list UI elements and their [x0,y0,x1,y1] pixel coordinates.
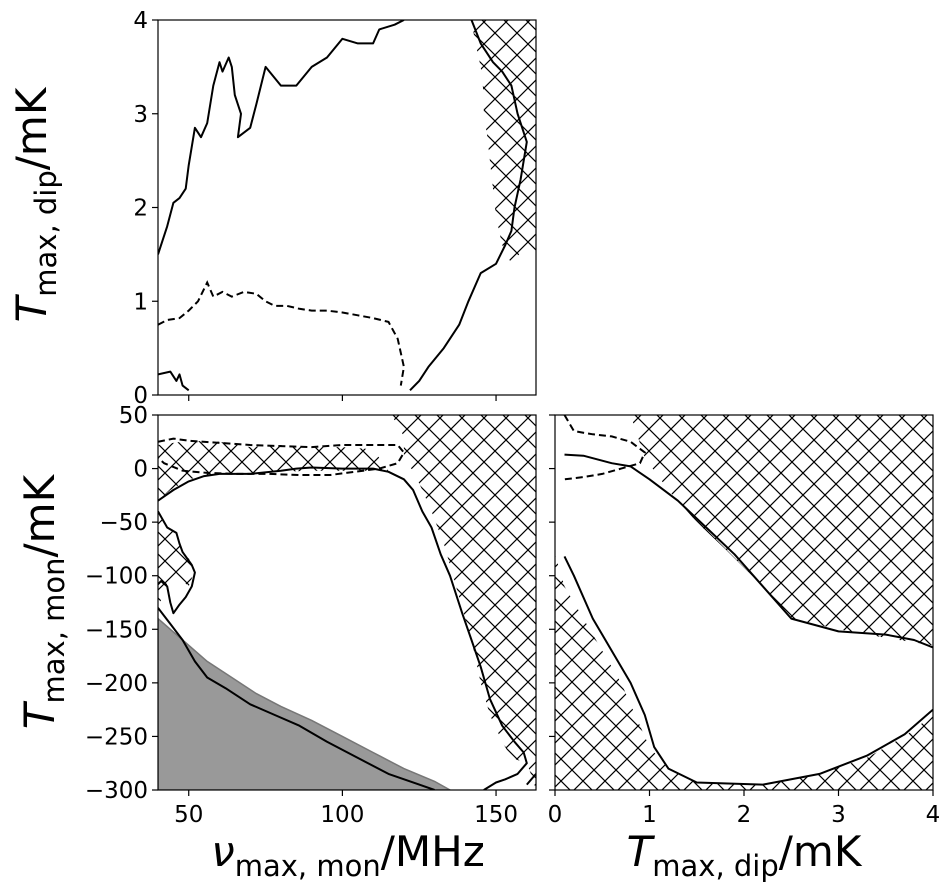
y-tick-label: 3 [133,102,148,128]
y-tick-label: −50 [99,510,148,536]
y-tick-label: 4 [133,8,148,34]
solid-contour-0 [564,453,933,649]
hatched-region-0 [630,415,933,646]
x-tick-label: 150 [474,802,518,828]
y-tick-label: 0 [133,457,148,483]
x-axis-label-bottom-right: Tmax, dip/mK [627,827,863,883]
x-tick-label: 1 [642,802,657,828]
y-label-top-left-main: T [7,293,56,322]
plot-area [158,415,536,790]
panel-bottom-right: 0 1 2 3 4 [548,414,941,828]
x-label-bottom-left-main: ν [211,827,234,876]
x-tick-label: 100 [320,802,364,828]
axes-frame [157,414,537,791]
hatched-region-0 [391,415,536,790]
x-label-bottom-left-unit: /MHz [381,827,485,876]
x-label-bottom-right-main: T [627,827,656,876]
hatched-region-0 [158,20,536,264]
y-label-bottom-left-unit: /mK [15,473,64,557]
solid-contour-1 [409,20,528,391]
dashed-contour-0 [563,415,647,481]
y-label-top-left-sub: max, dip [29,170,63,297]
hatched-region-2 [158,511,195,608]
solid-contour-3 [526,773,536,786]
panel-bottom-left: 50 100 150 50 0 −50 −100 −150 −200 −250 −300 [85,403,537,828]
x-tick-label: 2 [737,802,752,828]
solid-contour-1 [158,510,196,615]
solid-contour-0 [158,20,405,255]
solid-contour-0 [158,466,528,790]
hatched-region-1 [555,554,933,790]
y-label-bottom-left-main: T [15,700,64,729]
x-tick-label: 0 [548,802,563,828]
y-label-top-left-unit: /mK [7,86,56,170]
x-label-bottom-right-sub: max, dip [652,849,779,883]
x-label-bottom-left-sub: max, mon [235,849,381,883]
y-label-bottom-left-sub: max, mon [37,557,71,703]
y-axis-label-bottom-left: Tmax, mon/mK [15,473,71,729]
x-label-bottom-right-unit: /mK [779,827,863,876]
y-axis-label-top-left: Tmax, dip/mK [7,86,63,322]
panel-top-left: 0 1 2 3 4 [133,8,537,409]
plot-area [555,415,933,790]
y-tick-label: −150 [85,617,148,643]
y-tick-label: 50 [119,403,148,429]
x-axis-label-bottom-left: νmax, mon/MHz [211,827,484,883]
x-tick-label: 50 [174,802,203,828]
dashed-contour-0 [158,437,406,476]
y-tick-label: −300 [85,778,148,804]
solid-contour-2 [158,370,190,392]
dashed-contour-0 [158,280,405,386]
y-tick-label: 2 [133,196,148,222]
x-tick-label: 4 [926,802,941,828]
x-tick-label: 3 [831,802,846,828]
y-tick-label: −100 [85,564,148,590]
plot-area [158,20,536,392]
solid-contour-2 [158,607,435,790]
y-tick-label: −250 [85,724,148,750]
shaded-excluded-region [158,617,452,790]
y-tick-label: 1 [133,289,148,315]
y-tick-label: 0 [133,383,148,409]
solid-contour-1 [563,555,933,786]
y-tick-label: −200 [85,671,148,697]
axes-frame [157,19,537,396]
